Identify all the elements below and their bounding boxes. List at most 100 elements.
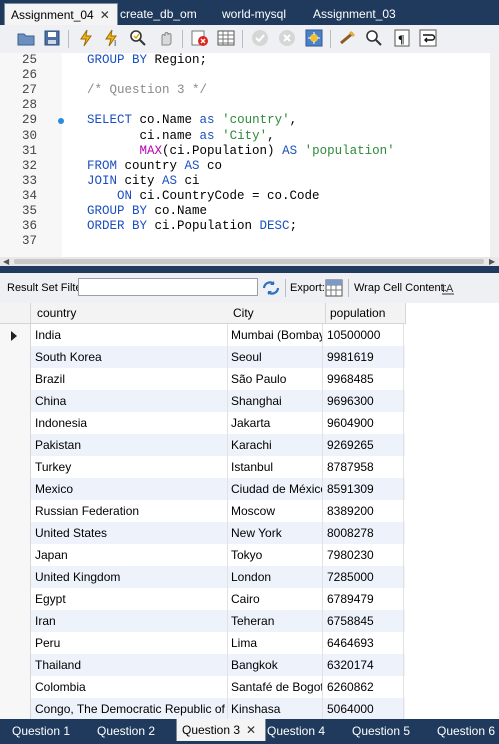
- execute-current-icon[interactable]: I: [102, 28, 122, 48]
- table-cell[interactable]: Karachi: [228, 434, 323, 456]
- table-cell[interactable]: 5064000: [323, 698, 404, 720]
- table-cell[interactable]: São Paulo: [228, 368, 323, 390]
- table-row[interactable]: Colombia Santafé de Bogotá 6260862: [0, 676, 405, 698]
- table-row[interactable]: Pakistan Karachi 9269265: [0, 434, 405, 456]
- export-icon[interactable]: [325, 279, 343, 300]
- table-cell[interactable]: 9269265: [323, 434, 404, 456]
- table-cell[interactable]: 9604900: [323, 412, 404, 434]
- table-cell[interactable]: 8008278: [323, 522, 404, 544]
- table-cell[interactable]: Ciudad de México: [228, 478, 323, 500]
- result-tab-question-4[interactable]: Question 4: [267, 721, 325, 741]
- table-row[interactable]: Brazil São Paulo 9968485: [0, 368, 405, 390]
- table-cell[interactable]: Teheran: [228, 610, 323, 632]
- tab-world-mysql[interactable]: world-mysql: [222, 3, 286, 25]
- row-header[interactable]: [0, 632, 31, 654]
- table-cell[interactable]: Moscow: [228, 500, 323, 522]
- row-header[interactable]: [0, 654, 31, 676]
- toggle-error-icon[interactable]: [190, 28, 210, 48]
- table-cell[interactable]: United Kingdom: [31, 566, 228, 588]
- column-header-city[interactable]: City: [228, 303, 326, 324]
- table-cell[interactable]: Congo, The Democratic Republic of the: [31, 698, 228, 720]
- table-row[interactable]: Indonesia Jakarta 9604900: [0, 412, 405, 434]
- table-cell[interactable]: Mexico: [31, 478, 228, 500]
- row-header[interactable]: [0, 346, 31, 368]
- open-folder-icon[interactable]: [16, 28, 36, 48]
- row-header[interactable]: [0, 390, 31, 412]
- table-cell[interactable]: 6758845: [323, 610, 404, 632]
- autocommit-icon[interactable]: [304, 28, 324, 48]
- result-tab-question-2[interactable]: Question 2: [97, 721, 155, 741]
- table-row[interactable]: Iran Teheran 6758845: [0, 610, 405, 632]
- table-cell[interactable]: Santafé de Bogotá: [228, 676, 323, 698]
- row-header[interactable]: [0, 566, 31, 588]
- table-cell[interactable]: 9696300: [323, 390, 404, 412]
- table-cell[interactable]: Mumbai (Bombay): [228, 324, 323, 346]
- table-cell[interactable]: 7285000: [323, 566, 404, 588]
- table-row[interactable]: Mexico Ciudad de México 8591309: [0, 478, 405, 500]
- invisible-chars-icon[interactable]: ¶: [392, 28, 412, 48]
- editor-horizontal-scrollbar[interactable]: ◀ ▶: [0, 257, 499, 266]
- table-cell[interactable]: Peru: [31, 632, 228, 654]
- row-header[interactable]: [0, 610, 31, 632]
- table-cell[interactable]: 9981619: [323, 346, 404, 368]
- table-row[interactable]: United States New York 8008278: [0, 522, 405, 544]
- explain-icon[interactable]: [128, 28, 148, 48]
- column-header-country[interactable]: country: [31, 303, 234, 324]
- table-cell[interactable]: 8787958: [323, 456, 404, 478]
- tab-assignment-03[interactable]: Assignment_03: [313, 3, 396, 25]
- table-cell[interactable]: Istanbul: [228, 456, 323, 478]
- result-tab-question-6[interactable]: Question 6: [437, 721, 495, 741]
- table-cell[interactable]: 9968485: [323, 368, 404, 390]
- table-row[interactable]: Turkey Istanbul 8787958: [0, 456, 405, 478]
- rollback-icon[interactable]: [277, 28, 297, 48]
- stop-icon[interactable]: [156, 28, 176, 48]
- execute-icon[interactable]: [76, 28, 96, 48]
- table-cell[interactable]: 6260862: [323, 676, 404, 698]
- row-header[interactable]: [0, 368, 31, 390]
- result-grid-icon[interactable]: [216, 28, 236, 48]
- row-header[interactable]: [0, 412, 31, 434]
- table-cell[interactable]: United States: [31, 522, 228, 544]
- tab-assignment-04[interactable]: Assignment_04 ✕: [4, 3, 118, 26]
- table-cell[interactable]: 7980230: [323, 544, 404, 566]
- find-icon[interactable]: [364, 28, 384, 48]
- scrollbar-thumb[interactable]: [14, 259, 484, 264]
- table-cell[interactable]: Turkey: [31, 456, 228, 478]
- word-wrap-icon[interactable]: [418, 28, 438, 48]
- table-cell[interactable]: South Korea: [31, 346, 228, 368]
- table-cell[interactable]: Iran: [31, 610, 228, 632]
- result-filter-input[interactable]: [78, 278, 258, 296]
- column-header-population[interactable]: population: [326, 303, 406, 324]
- result-tab-question-3[interactable]: Question 3 ✕: [176, 719, 266, 741]
- row-header[interactable]: [0, 588, 31, 610]
- row-header[interactable]: [0, 698, 31, 720]
- result-tab-question-5[interactable]: Question 5: [352, 721, 410, 741]
- table-cell[interactable]: Thailand: [31, 654, 228, 676]
- table-cell[interactable]: Kinshasa: [228, 698, 323, 720]
- table-cell[interactable]: China: [31, 390, 228, 412]
- sql-editor[interactable]: 25 GROUP BY Region; 26 27 /* Question 3 */ 28…: [0, 53, 499, 257]
- table-cell[interactable]: 10500000: [323, 324, 404, 346]
- row-header[interactable]: [0, 456, 31, 478]
- table-cell[interactable]: Brazil: [31, 368, 228, 390]
- table-cell[interactable]: Tokyo: [228, 544, 323, 566]
- panel-splitter[interactable]: [0, 266, 499, 273]
- table-row[interactable]: India Mumbai (Bombay) 10500000: [0, 324, 405, 346]
- tab-create-db-om[interactable]: create_db_om: [120, 3, 197, 25]
- row-header[interactable]: [0, 500, 31, 522]
- close-icon[interactable]: ✕: [99, 8, 110, 22]
- row-header[interactable]: [0, 544, 31, 566]
- table-row[interactable]: Congo, The Democratic Republic of the Kin…: [0, 698, 405, 720]
- table-row[interactable]: Peru Lima 6464693: [0, 632, 405, 654]
- table-cell[interactable]: Russian Federation: [31, 500, 228, 522]
- table-cell[interactable]: Egypt: [31, 588, 228, 610]
- table-row[interactable]: Egypt Cairo 6789479: [0, 588, 405, 610]
- table-cell[interactable]: New York: [228, 522, 323, 544]
- row-header[interactable]: [0, 434, 31, 456]
- table-cell[interactable]: 6789479: [323, 588, 404, 610]
- table-cell[interactable]: Jakarta: [228, 412, 323, 434]
- table-row[interactable]: Russian Federation Moscow 8389200: [0, 500, 405, 522]
- close-icon[interactable]: ✕: [246, 723, 257, 737]
- table-cell[interactable]: 8591309: [323, 478, 404, 500]
- table-row[interactable]: Japan Tokyo 7980230: [0, 544, 405, 566]
